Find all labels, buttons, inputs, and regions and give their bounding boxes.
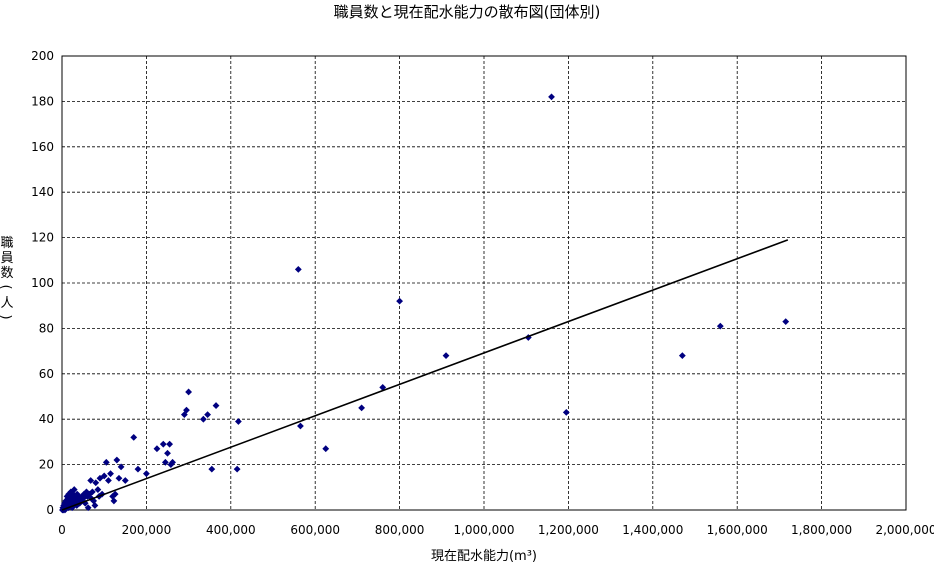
- y-axis-label-char: 職: [0, 236, 13, 251]
- y-axis-label-char: ): [0, 314, 13, 319]
- data-point: [161, 458, 169, 466]
- data-point: [68, 504, 76, 512]
- x-tick-label: 600,000: [290, 523, 340, 537]
- data-point: [143, 470, 150, 478]
- y-tick-label: 200: [31, 49, 54, 63]
- data-point: [121, 477, 129, 484]
- data-point: [212, 402, 220, 409]
- data-point: [70, 486, 78, 493]
- data-point: [84, 504, 92, 512]
- y-tick-label: 160: [31, 140, 54, 154]
- data-point: [71, 499, 79, 507]
- x-tick-label: 800,000: [375, 523, 425, 537]
- data-point: [70, 492, 78, 500]
- data-point: [164, 449, 171, 457]
- data-point: [117, 463, 125, 471]
- y-tick-label: 40: [39, 412, 54, 426]
- data-point: [442, 352, 450, 360]
- y-tick-label: 180: [31, 94, 54, 108]
- data-point: [358, 404, 366, 412]
- data-point: [113, 456, 121, 464]
- x-tick-label: 2,000,000: [875, 523, 934, 537]
- y-axis-label-char: 数: [0, 266, 13, 281]
- data-point: [115, 474, 123, 482]
- x-tick-label: 400,000: [206, 523, 256, 537]
- data-point: [199, 415, 207, 423]
- y-axis-label-char: (: [0, 284, 13, 289]
- data-point: [94, 486, 102, 493]
- y-tick-label: 120: [31, 231, 54, 245]
- data-point: [782, 318, 790, 325]
- data-point: [83, 492, 91, 500]
- y-axis-label-char: 人: [0, 296, 13, 311]
- x-tick-label: 0: [58, 523, 66, 537]
- data-point: [67, 499, 75, 507]
- x-axis-label: 現在配水能力(m³): [431, 549, 537, 564]
- data-point: [297, 422, 304, 430]
- data-point: [87, 477, 95, 484]
- x-tick-label: 1,000,000: [453, 523, 514, 537]
- data-point: [678, 352, 686, 360]
- data-point: [185, 388, 192, 396]
- x-tick-label: 1,600,000: [707, 523, 768, 537]
- x-tick-label: 1,200,000: [538, 523, 599, 537]
- y-tick-label: 140: [31, 185, 54, 199]
- y-tick-label: 80: [39, 321, 54, 335]
- y-tick-label: 0: [46, 503, 54, 517]
- x-axis-ticks: 0 200,000 400,000 600,000 800,000 1,000,000 1,…: [58, 523, 934, 537]
- data-point: [81, 499, 89, 507]
- data-point: [91, 502, 99, 509]
- data-point: [88, 488, 96, 496]
- data-point: [134, 465, 142, 473]
- data-points: [59, 93, 790, 514]
- data-point: [208, 465, 216, 473]
- data-point: [169, 458, 176, 466]
- data-point: [166, 440, 174, 448]
- plot-frame: [61, 55, 907, 511]
- data-point: [109, 492, 117, 500]
- data-point: [102, 458, 110, 466]
- data-point: [183, 406, 190, 414]
- data-point: [234, 418, 242, 425]
- x-tick-label: 1,400,000: [622, 523, 683, 537]
- data-point: [159, 440, 167, 448]
- data-point: [130, 433, 138, 441]
- data-point: [105, 477, 112, 484]
- trendline-group: [61, 239, 789, 511]
- data-point: [107, 470, 114, 478]
- x-tick-label: 1,800,000: [791, 523, 852, 537]
- y-tick-label: 100: [31, 276, 54, 290]
- trendline: [61, 239, 789, 511]
- data-point: [716, 322, 724, 330]
- data-point: [204, 411, 211, 419]
- y-tick-label: 20: [39, 458, 54, 472]
- data-point: [153, 445, 161, 453]
- data-point: [396, 297, 403, 305]
- data-point: [548, 93, 555, 101]
- data-point: [294, 265, 302, 273]
- data-point: [562, 408, 570, 416]
- grid-lines: [62, 56, 906, 510]
- data-point: [92, 479, 100, 487]
- data-point: [111, 490, 119, 498]
- y-axis-label: 職員数 ( 人): [0, 236, 14, 320]
- data-point: [233, 465, 241, 473]
- chart-title: 職員数と現在配水能力の散布図(団体別): [334, 3, 601, 21]
- x-tick-label: 200,000: [122, 523, 172, 537]
- y-tick-label: 60: [39, 367, 54, 381]
- data-point: [100, 472, 108, 480]
- data-point: [322, 445, 330, 453]
- data-point: [110, 497, 118, 505]
- data-point: [379, 384, 387, 391]
- y-axis-label-char: 員: [0, 251, 13, 266]
- y-axis-ticks: 0 20 40 60 80 100 120 140 160 180 200: [31, 49, 54, 517]
